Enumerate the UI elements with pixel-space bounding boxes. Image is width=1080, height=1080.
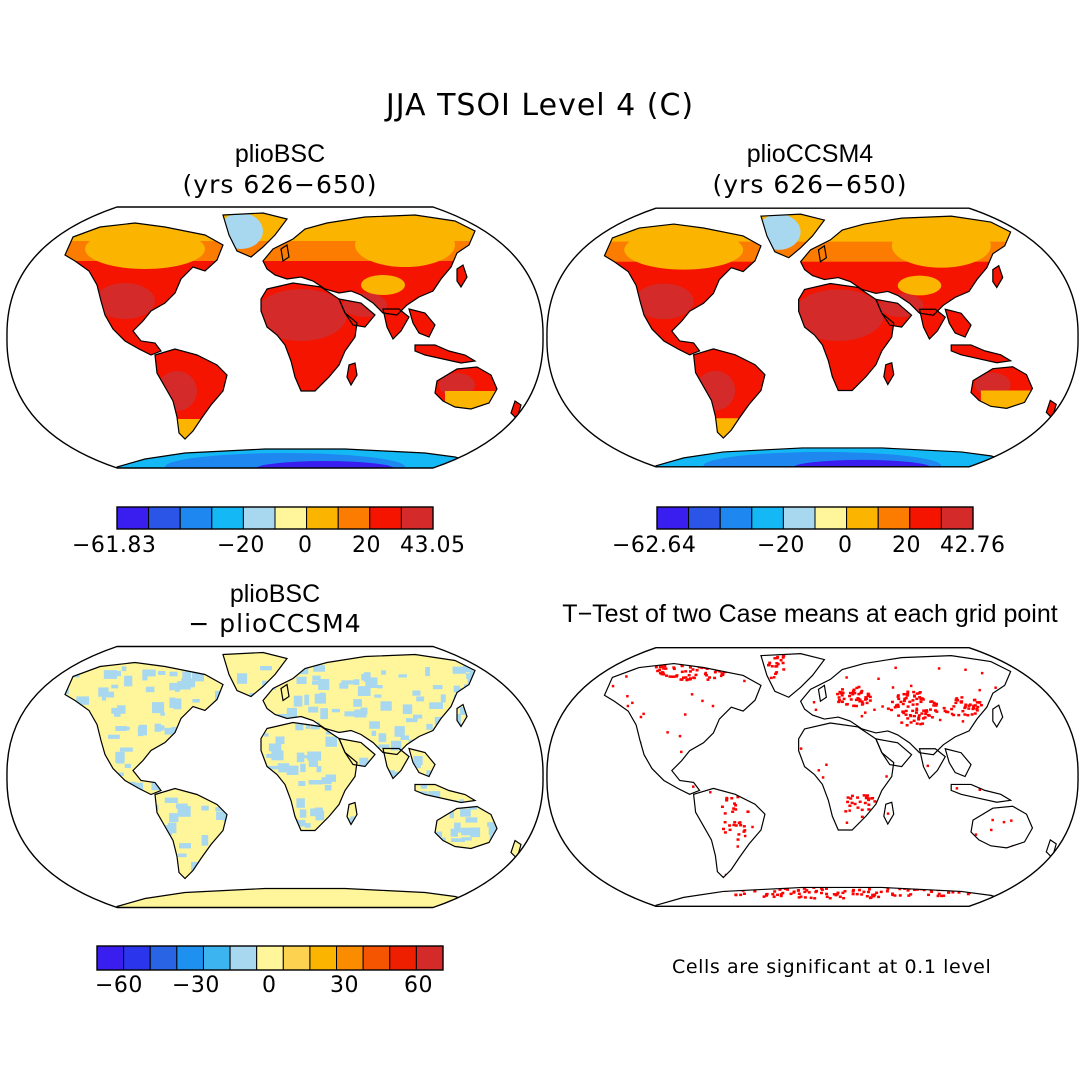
colorbar-plioCCSM4 [656,506,974,530]
colorbar-2-tick-4: 42.76 [940,533,1006,558]
map-ttest [546,647,1079,907]
colorbar-1-tick-0: −61.83 [72,533,157,558]
colorbar-2-tick-2: 0 [838,533,853,558]
colorbar-3-tick-3: 30 [330,973,359,998]
panel-1-subtitle: (yrs 626−650) [182,170,378,199]
colorbar-3-tick-1: −30 [172,973,220,998]
main-title: JJA TSOI Level 4 (C) [385,88,695,123]
panel-2-title: plioCCSM4 [746,140,874,168]
map-difference [6,645,544,909]
panel-4-title: T−Test of two Case means at each grid po… [562,600,1058,628]
colorbar-1-tick-3: 20 [352,533,381,558]
colorbar-1-tick-2: 0 [298,533,313,558]
map-plioBSC [6,206,544,469]
colorbar-difference [96,945,444,971]
colorbar-1-tick-1: −20 [217,533,265,558]
map-plioCCSM4 [546,207,1079,468]
colorbar-1-tick-4: 43.05 [400,533,466,558]
colorbar-2-tick-1: −20 [757,533,805,558]
panel-2-subtitle: (yrs 626−650) [712,170,908,199]
panel-1-title: plioBSC [234,140,326,168]
colorbar-3-tick-4: 60 [404,973,433,998]
panel-3-title: plioBSC [229,580,321,608]
panel-3-subtitle: − plioCCSM4 [188,609,362,638]
colorbar-plioBSC [116,506,434,530]
colorbar-2-tick-0: −62.64 [612,533,697,558]
colorbar-3-tick-2: 0 [262,973,277,998]
colorbar-3-tick-0: −60 [95,973,143,998]
colorbar-2-tick-3: 20 [892,533,921,558]
significance-note: Cells are significant at 0.1 level [672,956,992,978]
